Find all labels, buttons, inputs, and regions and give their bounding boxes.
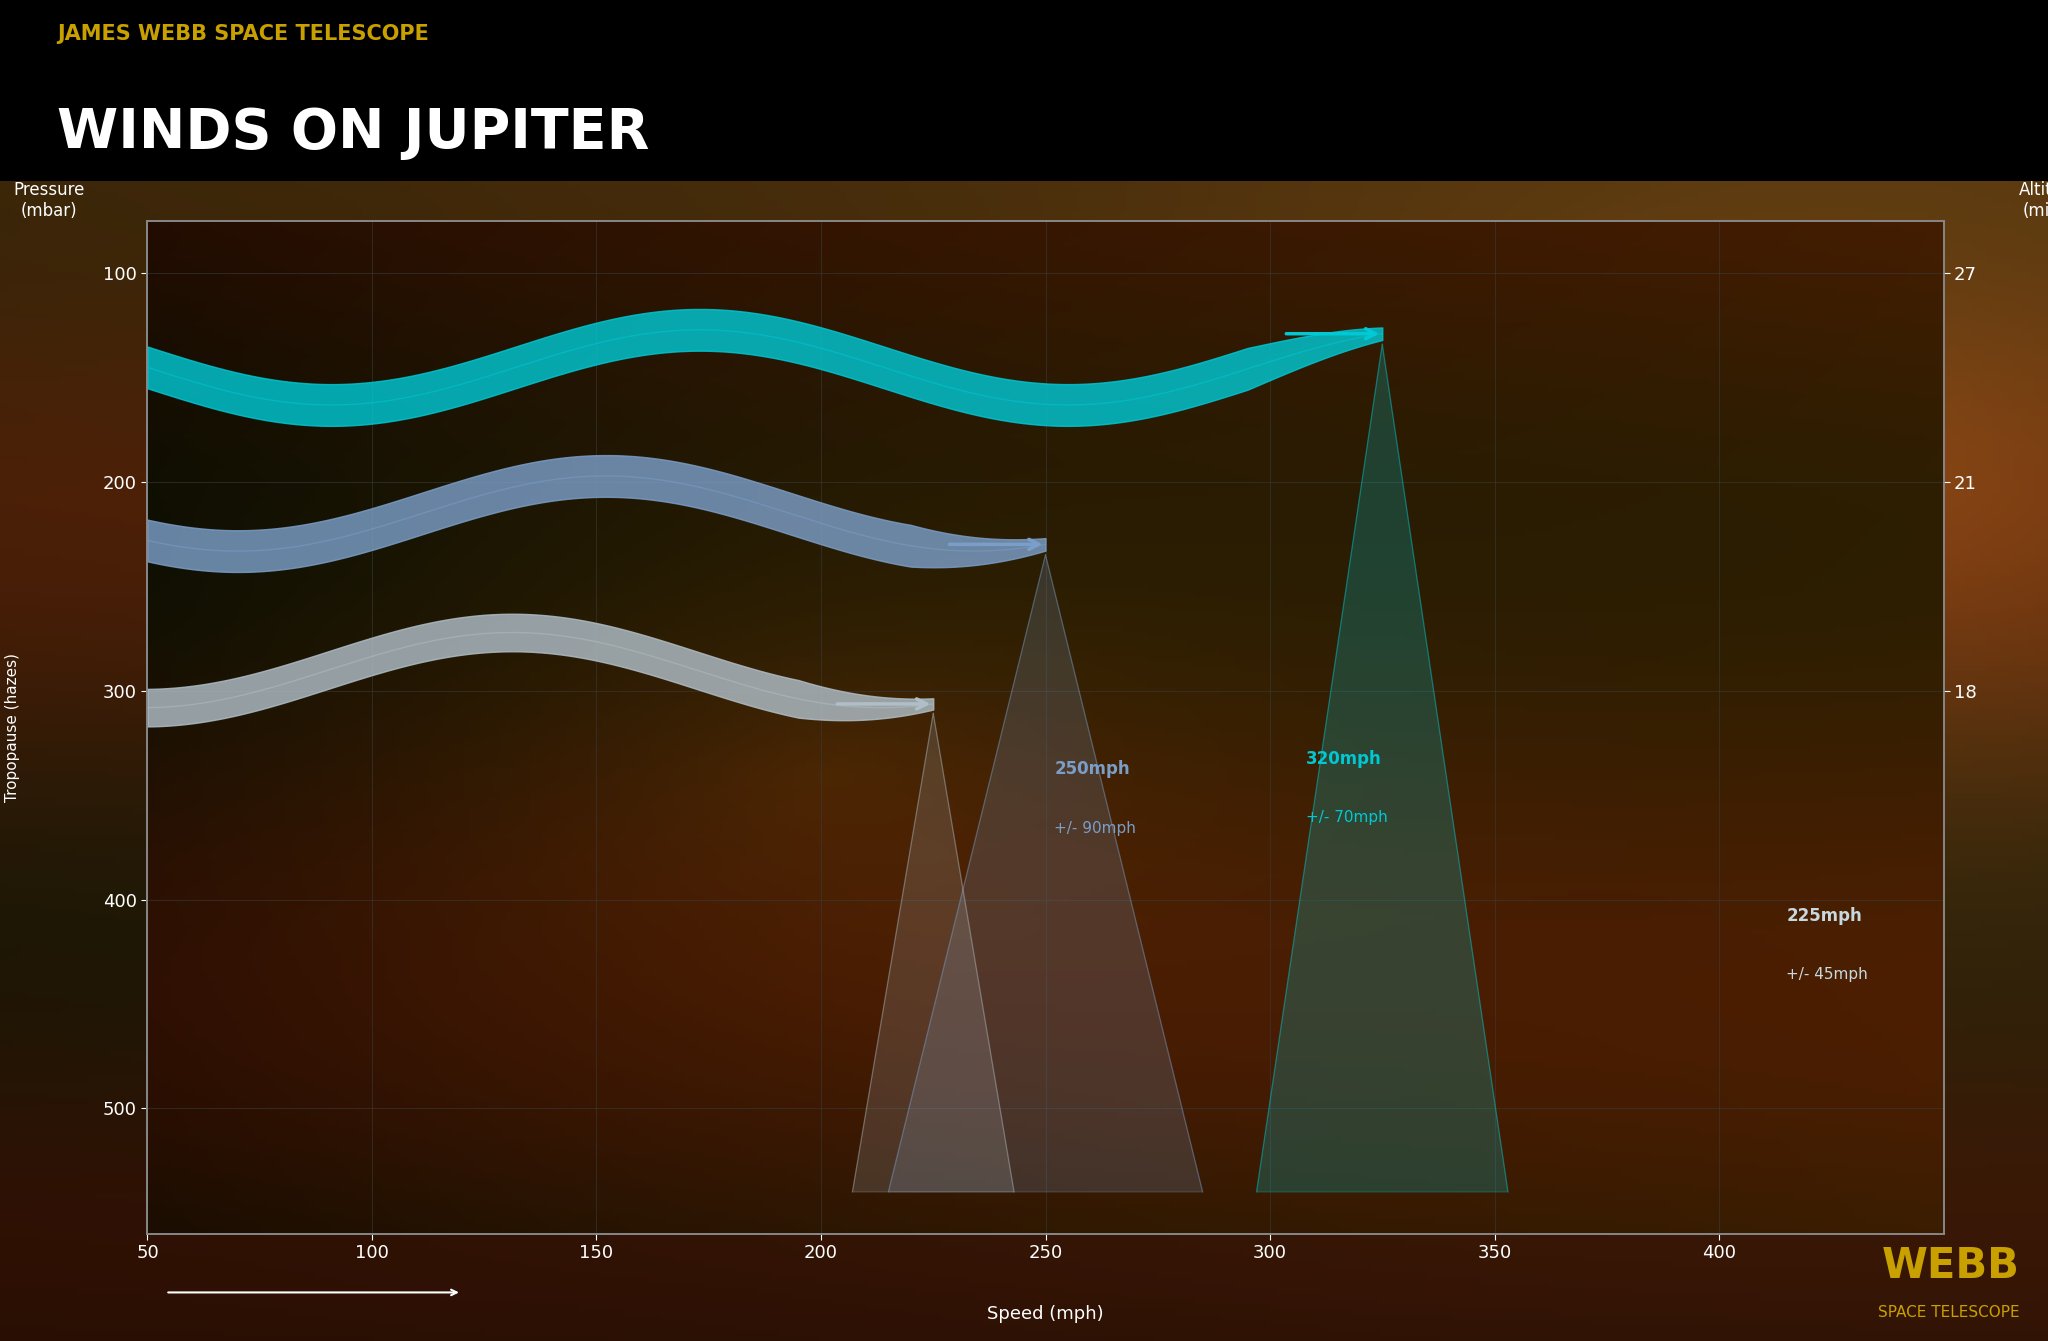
Text: Altitude
(miles): Altitude (miles) xyxy=(2019,181,2048,220)
Text: 320mph: 320mph xyxy=(1307,750,1382,768)
Text: +/- 45mph: +/- 45mph xyxy=(1786,967,1868,982)
Text: Speed (mph): Speed (mph) xyxy=(987,1305,1104,1322)
Text: SPACE TELESCOPE: SPACE TELESCOPE xyxy=(1878,1305,2019,1320)
Polygon shape xyxy=(889,555,1202,1192)
Text: WINDS ON JUPITER: WINDS ON JUPITER xyxy=(57,106,649,161)
Text: Pressure
(mbar): Pressure (mbar) xyxy=(12,181,84,220)
Text: +/- 70mph: +/- 70mph xyxy=(1307,810,1389,826)
Text: Tropopause (hazes): Tropopause (hazes) xyxy=(6,653,20,802)
Text: WEBB: WEBB xyxy=(1882,1244,2019,1287)
Text: 225mph: 225mph xyxy=(1786,907,1862,924)
Text: +/- 90mph: +/- 90mph xyxy=(1055,821,1137,835)
Polygon shape xyxy=(852,713,1014,1192)
Text: 250mph: 250mph xyxy=(1055,760,1130,779)
Polygon shape xyxy=(1257,345,1507,1192)
Text: JAMES WEBB SPACE TELESCOPE: JAMES WEBB SPACE TELESCOPE xyxy=(57,24,430,44)
